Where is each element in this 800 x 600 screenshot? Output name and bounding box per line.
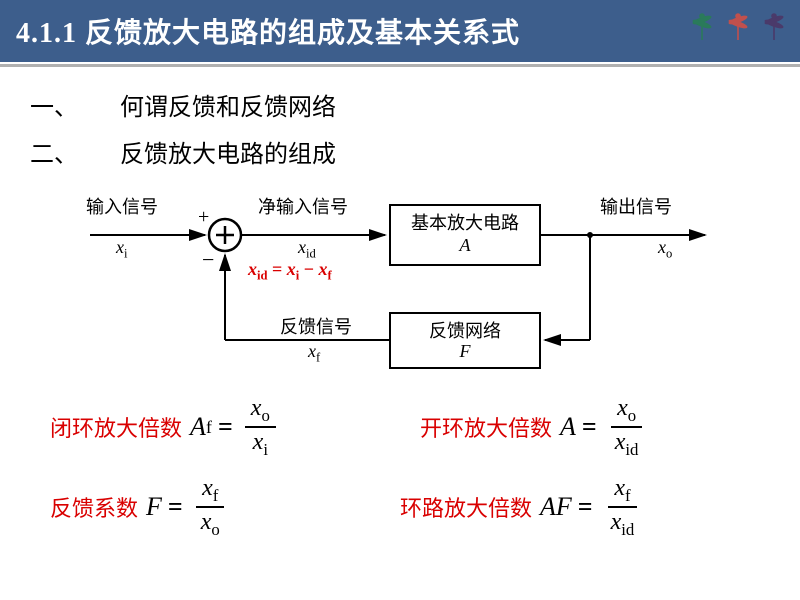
- amp-box-label: 基本放大电路: [400, 209, 530, 235]
- loop-gain-formula: 环路放大倍数 AF = xf xid: [400, 475, 640, 540]
- formula-math: Af = xo xi: [190, 395, 276, 460]
- dragonfly-icon: [722, 8, 754, 48]
- svg-text:−: −: [202, 247, 214, 272]
- net-input-label: 净输入信号: [258, 193, 348, 219]
- bullet-text: 何谓反馈和反馈网络: [120, 87, 336, 122]
- open-loop-gain-formula: 开环放大倍数 A = xo xid: [420, 395, 644, 460]
- fb-box-symbol: F: [400, 341, 530, 362]
- slide-title: 4.1.1 反馈放大电路的组成及基本关系式: [16, 11, 520, 51]
- bullet-marker: 一、: [30, 87, 120, 122]
- formula-math: F = xf xo: [146, 475, 226, 540]
- feedback-signal-label: 反馈信号: [280, 313, 352, 339]
- closed-loop-gain-formula: 闭环放大倍数 Af = xo xi: [50, 395, 276, 460]
- output-var: xo: [658, 237, 672, 262]
- dragonfly-icon: [686, 8, 718, 48]
- diagram-equation: xid = xi − xf: [248, 259, 332, 284]
- feedback-coeff-formula: 反馈系数 F = xf xo: [50, 475, 226, 540]
- bullet-text: 反馈放大电路的组成: [120, 134, 336, 169]
- formula-math: A = xo xid: [560, 395, 644, 460]
- input-signal-label: 输入信号: [86, 193, 158, 219]
- svg-text:+: +: [198, 206, 209, 228]
- dragonfly-icon: [758, 8, 790, 48]
- formula-label: 开环放大倍数: [420, 411, 552, 443]
- formula-math: AF = xf xid: [540, 475, 640, 540]
- formula-area: 闭环放大倍数 Af = xo xi 开环放大倍数 A = xo xid: [30, 395, 770, 565]
- fb-box-label: 反馈网络: [400, 317, 530, 343]
- formula-label: 环路放大倍数: [400, 491, 532, 523]
- feedback-var: xf: [308, 341, 320, 366]
- bullet-item: 二、 反馈放大电路的组成: [30, 134, 770, 169]
- formula-label: 反馈系数: [50, 491, 138, 523]
- bullet-item: 一、 何谓反馈和反馈网络: [30, 87, 770, 122]
- feedback-block-diagram: + − 输入信号 xi 净输入信号 xid: [80, 185, 720, 385]
- dragonfly-icons: [686, 8, 790, 48]
- formula-label: 闭环放大倍数: [50, 411, 182, 443]
- net-input-var: xid: [298, 237, 316, 262]
- slide-content: 一、 何谓反馈和反馈网络 二、 反馈放大电路的组成 + −: [0, 67, 800, 565]
- output-signal-label: 输出信号: [600, 193, 672, 219]
- amp-box-symbol: A: [400, 235, 530, 256]
- input-var: xi: [116, 237, 128, 262]
- slide-header: 4.1.1 反馈放大电路的组成及基本关系式: [0, 0, 800, 62]
- bullet-marker: 二、: [30, 134, 120, 169]
